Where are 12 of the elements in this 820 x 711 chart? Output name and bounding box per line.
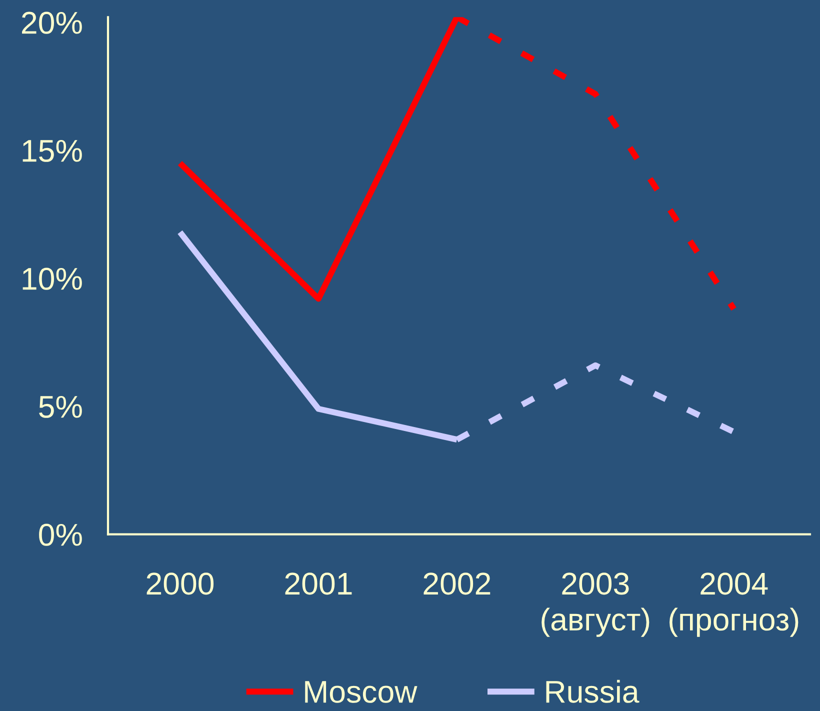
x-tick-label: 2003 (август) (542, 572, 650, 637)
y-tick-label: 15% (22, 140, 82, 162)
x-tick-label: 2000 (146, 572, 214, 595)
x-tick-label: 2004 (прогноз) (670, 572, 798, 637)
x-tick-label: 2001 (285, 572, 352, 595)
y-tick-label: 10% (22, 268, 82, 290)
legend-label: Moscow (305, 681, 418, 703)
x-tick-label: 2002 (424, 572, 490, 595)
y-tick-label: 20% (22, 12, 82, 34)
y-tick-label: 0% (39, 524, 82, 546)
y-tick-label: 5% (39, 396, 82, 418)
legend-label: Russia (546, 680, 640, 703)
